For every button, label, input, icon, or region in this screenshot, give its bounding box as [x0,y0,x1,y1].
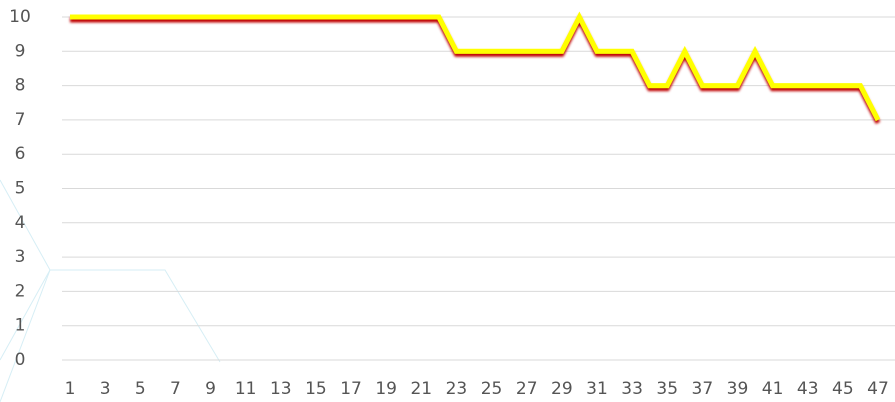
y-tick-label: 4 [15,213,26,233]
x-tick-label: 47 [867,379,889,399]
x-tick-label: 9 [205,379,216,399]
x-tick-label: 13 [270,379,292,399]
x-tick-label: 5 [135,379,146,399]
y-tick-label: 9 [15,41,26,61]
x-tick-label: 17 [340,379,362,399]
x-tick-label: 41 [762,379,784,399]
background-decoration [0,179,221,402]
y-tick-label: 3 [15,247,26,267]
x-tick-label: 37 [692,379,714,399]
x-tick-label: 3 [100,379,111,399]
x-tick-label: 27 [516,379,538,399]
x-tick-label: 31 [586,379,608,399]
x-tick-label: 43 [797,379,819,399]
y-tick-label: 7 [15,110,26,130]
x-tick-label: 35 [656,379,678,399]
x-tick-label: 45 [832,379,854,399]
x-tick-label: 19 [375,379,397,399]
y-tick-label: 5 [15,179,26,199]
y-tick-label: 0 [15,350,26,370]
y-tick-label: 2 [15,281,26,301]
x-tick-label: 23 [446,379,468,399]
x-tick-label: 11 [235,379,257,399]
data-line [70,11,881,122]
y-tick-label: 6 [15,144,26,164]
y-tick-label: 10 [9,7,31,27]
x-tick-label: 15 [305,379,327,399]
x-tick-label: 25 [481,379,503,399]
x-tick-label: 7 [170,379,181,399]
x-tick-label: 29 [551,379,573,399]
x-tick-label: 1 [65,379,76,399]
x-tick-label: 39 [727,379,749,399]
x-tick-label: 21 [410,379,432,399]
x-tick-label: 33 [621,379,643,399]
y-tick-label: 8 [15,76,26,96]
y-tick-label: 1 [15,316,26,336]
